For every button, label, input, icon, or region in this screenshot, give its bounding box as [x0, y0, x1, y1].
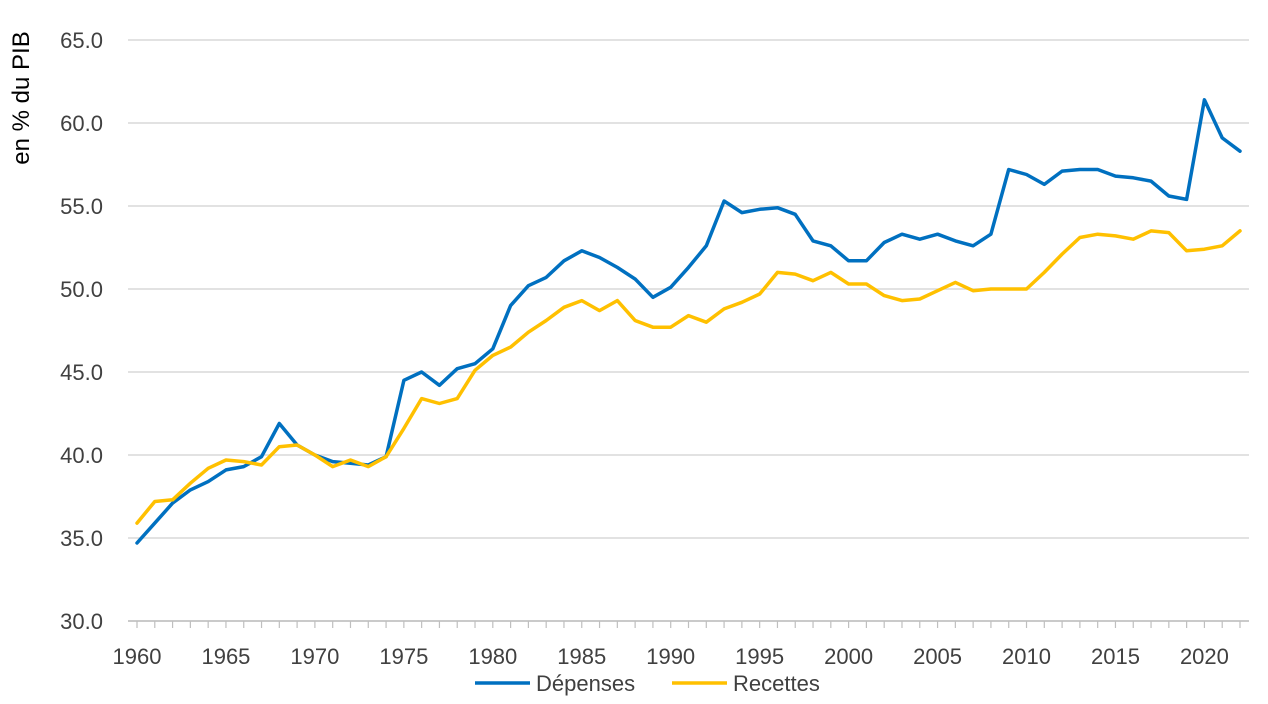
x-tick-label: 1990 — [646, 644, 695, 669]
x-tick-label: 1980 — [468, 644, 517, 669]
series-line-recettes — [135, 229, 1242, 525]
y-tick-label: 65.0 — [60, 28, 103, 53]
y-tick-label: 35.0 — [60, 526, 103, 551]
series-lines — [135, 98, 1242, 545]
y-tick-label: 40.0 — [60, 443, 103, 468]
x-tick-label: 1970 — [290, 644, 339, 669]
y-tick-label: 30.0 — [60, 609, 103, 634]
y-axis-tick-labels: 30.0 35.0 40.0 45.0 50.0 55.0 60.0 65.0 — [60, 28, 103, 634]
gridlines — [128, 39, 1249, 622]
x-tick-label: 1975 — [379, 644, 428, 669]
x-tick-label: 2010 — [1002, 644, 1051, 669]
x-tick-label: 1995 — [735, 644, 784, 669]
legend-label: Recettes — [733, 671, 820, 696]
legend-label: Dépenses — [536, 671, 635, 696]
y-tick-label: 50.0 — [60, 277, 103, 302]
y-tick-label: 55.0 — [60, 194, 103, 219]
y-axis-title: en % du PIB — [8, 31, 35, 164]
series-line-depenses — [135, 98, 1242, 545]
x-tick-label: 2015 — [1091, 644, 1140, 669]
y-tick-label: 45.0 — [60, 360, 103, 385]
x-tick-label: 1960 — [113, 644, 162, 669]
y-tick-label: 60.0 — [60, 111, 103, 136]
x-axis: 1960 1965 1970 1975 1980 1985 1990 1995 2000 2005… — [113, 620, 1249, 669]
x-tick-label: 2020 — [1180, 644, 1229, 669]
x-tick-label: 2005 — [913, 644, 962, 669]
legend: Dépenses Recettes — [475, 671, 820, 696]
x-tick-label: 1965 — [201, 644, 250, 669]
x-tick-label: 2000 — [824, 644, 873, 669]
x-tick-label: 1985 — [557, 644, 606, 669]
